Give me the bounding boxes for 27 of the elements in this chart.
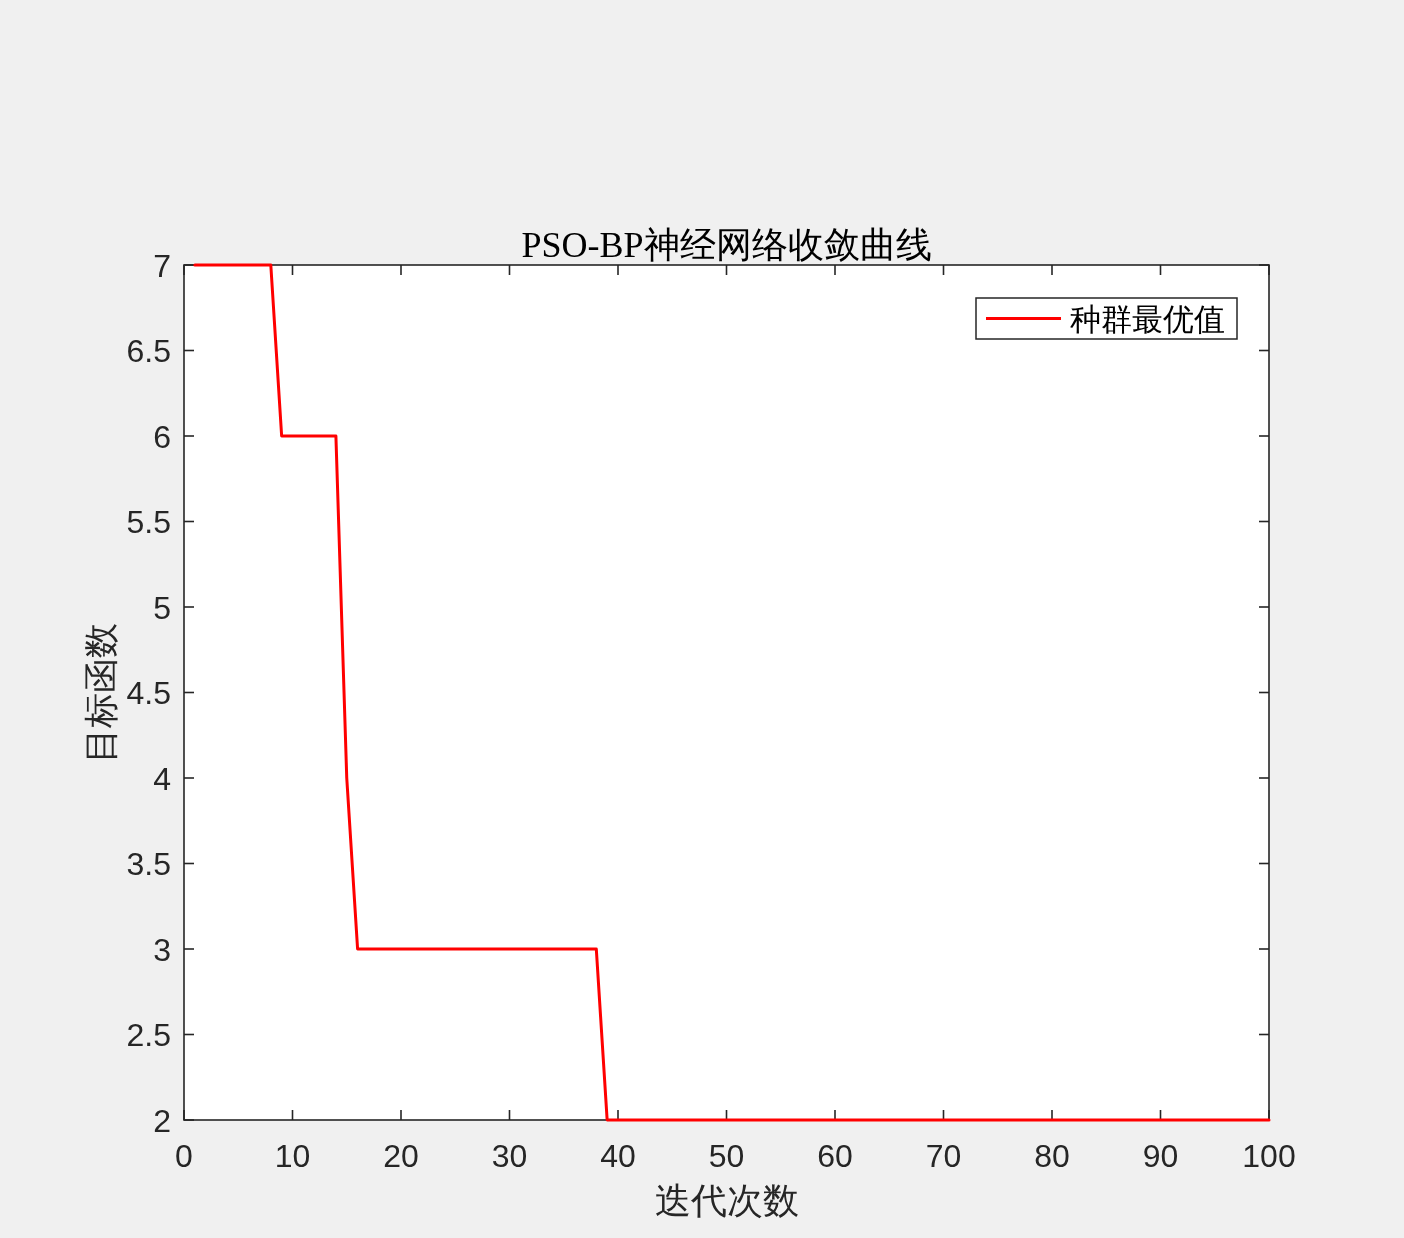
y-tick-label: 2 bbox=[153, 1102, 171, 1139]
x-tick-label: 100 bbox=[1242, 1138, 1296, 1174]
x-tick-label: 0 bbox=[175, 1138, 193, 1174]
title: PSO-BP神经网络收敛曲线 bbox=[521, 225, 932, 265]
x-tick-label: 60 bbox=[817, 1138, 853, 1174]
ylabel: 目标函数 bbox=[82, 622, 121, 763]
y-tick-label: 6 bbox=[153, 418, 171, 455]
x-tick-label: 20 bbox=[383, 1138, 419, 1174]
x-tick-label: 90 bbox=[1142, 1138, 1179, 1174]
legend: 种群最优值 bbox=[975, 297, 1238, 340]
xlabel: 迭代次数 bbox=[654, 1181, 799, 1221]
y-tick-label: 4 bbox=[153, 760, 171, 797]
y-tick-label: 2.5 bbox=[126, 1017, 171, 1053]
x-tick-label: 80 bbox=[1034, 1138, 1070, 1174]
y-tick-label: 5 bbox=[153, 589, 171, 626]
x-tick-label: 30 bbox=[491, 1138, 528, 1174]
y-tick-label: 3 bbox=[153, 931, 171, 968]
x-tick-label: 50 bbox=[708, 1138, 745, 1174]
x-tick-label: 10 bbox=[274, 1138, 311, 1174]
legend-label: 种群最优值 bbox=[1070, 301, 1225, 337]
y-tick-label: 7 bbox=[153, 247, 171, 284]
y-tick-label: 3.5 bbox=[126, 846, 171, 882]
y-tick-label: 5.5 bbox=[126, 504, 171, 540]
x-tick-label: 70 bbox=[925, 1138, 962, 1174]
y-tick-label: 6.5 bbox=[126, 333, 171, 369]
y-tick-label: 4.5 bbox=[126, 675, 171, 711]
x-tick-label: 40 bbox=[600, 1138, 636, 1174]
